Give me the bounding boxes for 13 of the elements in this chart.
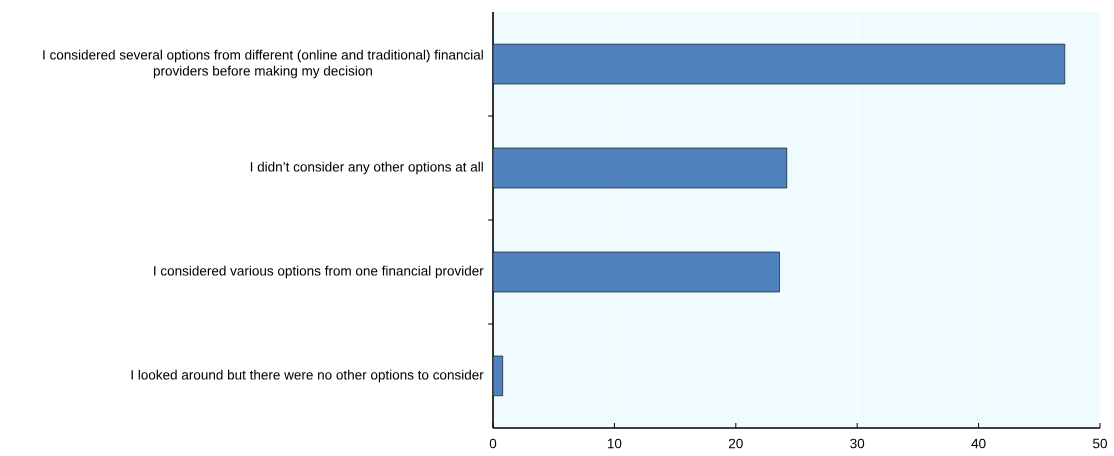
x-tick-label: 40 [971, 438, 986, 449]
x-tick-label: 10 [607, 438, 622, 449]
bar [493, 43, 1066, 85]
bar [493, 251, 780, 293]
y-tick-label: I considered several options from different (online and traditional) financial providers before making my decision [43, 49, 483, 79]
bar [493, 147, 788, 189]
x-tick-label: 0 [489, 438, 497, 449]
y-tick-label: I considered various options from one financial provider [154, 265, 484, 279]
x-tick-label: 50 [1093, 438, 1107, 449]
y-tick-label: I looked around but there were no other options to consider [131, 369, 484, 383]
x-tick-label: 20 [728, 438, 743, 449]
y-tick-label: I didn’t consider any other options at all [250, 161, 483, 175]
x-tick-label: 30 [850, 438, 865, 449]
